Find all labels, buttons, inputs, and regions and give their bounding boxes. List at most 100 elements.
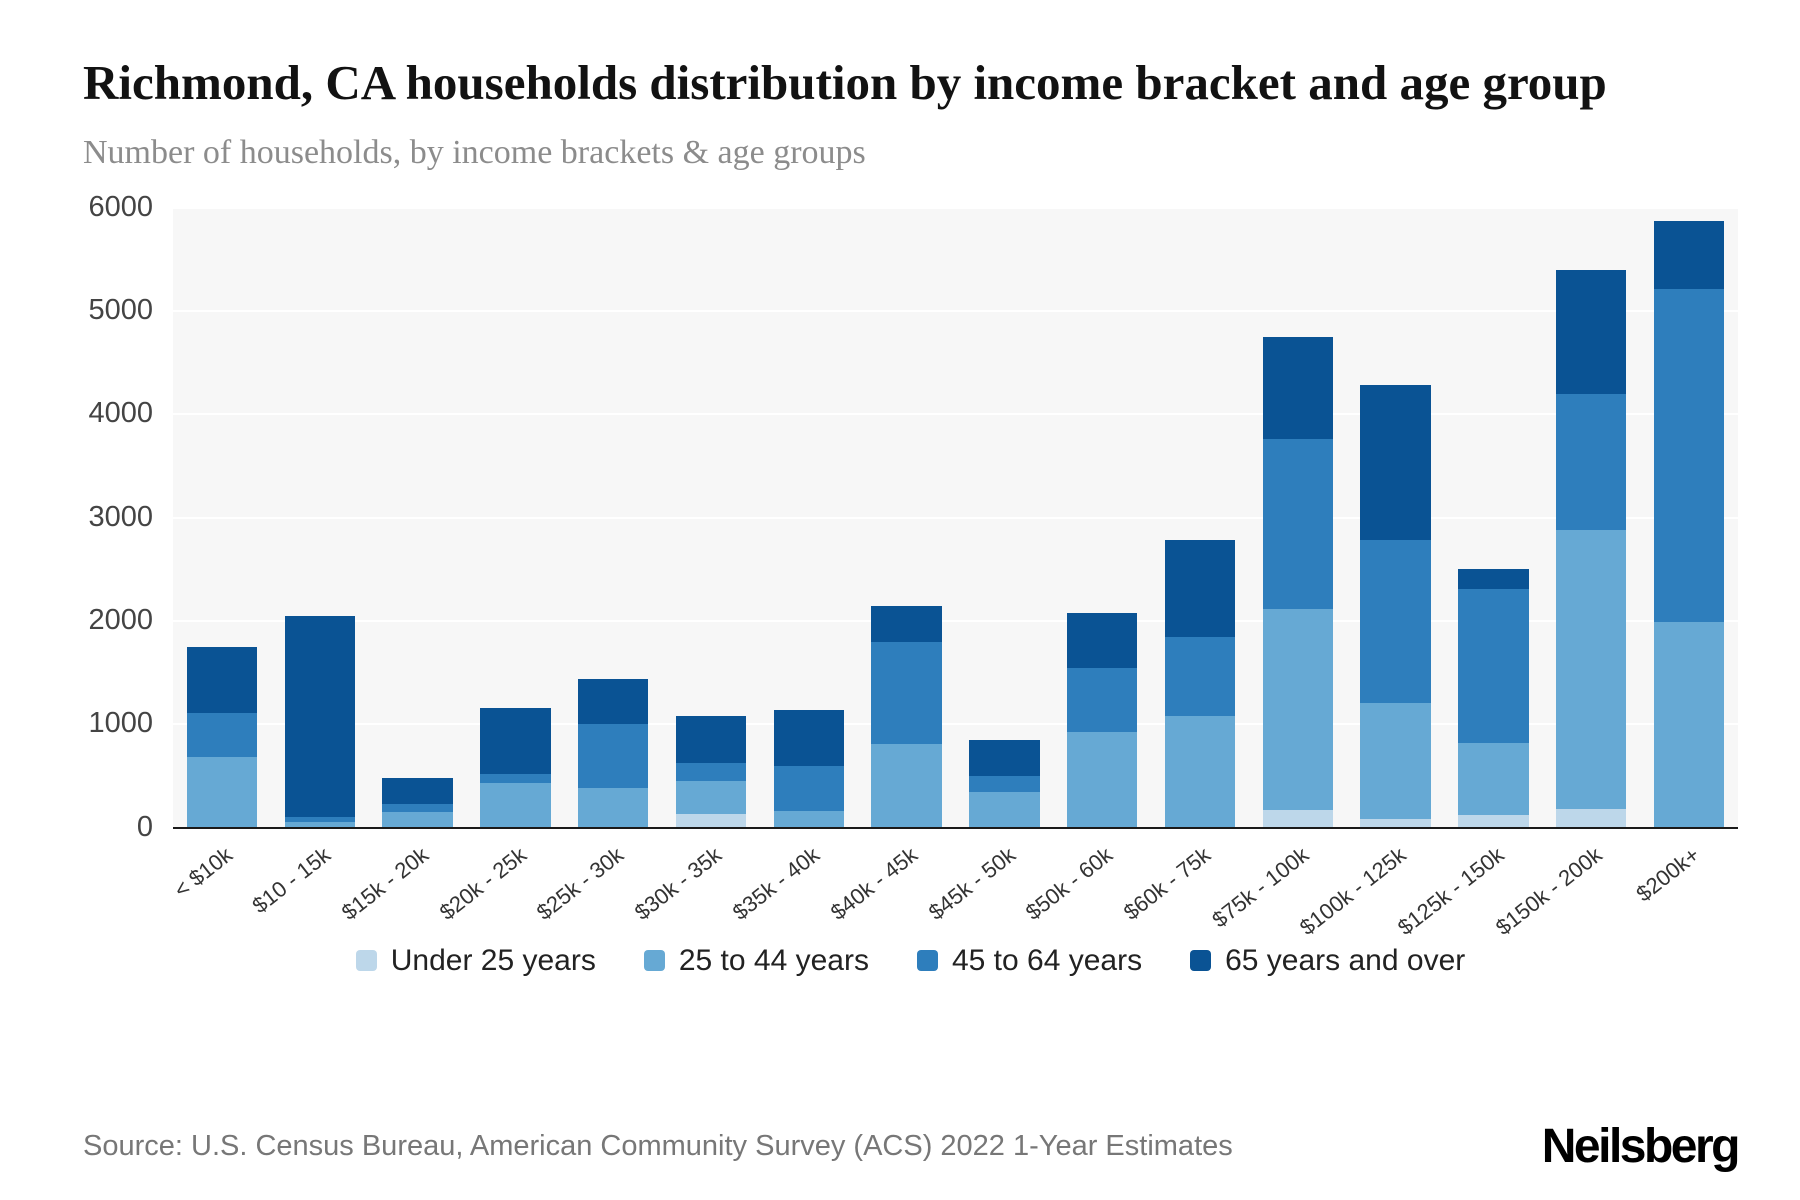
bar-segment[interactable] xyxy=(480,707,551,775)
bar-segment[interactable] xyxy=(1067,731,1138,828)
gridline xyxy=(173,206,1738,209)
chart-footer: Source: U.S. Census Bureau, American Com… xyxy=(83,1119,1741,1174)
bar-segment[interactable] xyxy=(1067,612,1138,668)
bar-stack xyxy=(382,208,453,828)
bar-segment[interactable] xyxy=(773,765,844,812)
x-tick-label: $150k - 200k xyxy=(1491,841,1607,940)
bar-segment[interactable] xyxy=(577,788,649,828)
bar-segment[interactable] xyxy=(480,783,551,828)
bar-segment[interactable] xyxy=(1458,569,1529,590)
bar-segment[interactable] xyxy=(1164,540,1236,637)
bar-segment[interactable] xyxy=(1262,608,1334,811)
bar-stack xyxy=(675,208,747,828)
bar-segment[interactable] xyxy=(1262,439,1334,609)
bar-segment[interactable] xyxy=(1164,716,1236,828)
bar-segment[interactable] xyxy=(382,803,453,813)
y-tick-label: 0 xyxy=(136,810,153,843)
legend-label: 45 to 64 years xyxy=(951,943,1143,977)
x-tick-label: $15k - 20k xyxy=(336,841,433,925)
bar-column xyxy=(1053,208,1151,828)
bar-segment[interactable] xyxy=(675,814,747,828)
bar-segment[interactable] xyxy=(1360,385,1431,541)
bar-segment[interactable] xyxy=(773,811,844,828)
gridline xyxy=(173,516,1738,519)
legend-label: 25 to 44 years xyxy=(678,943,869,977)
bar-segment[interactable] xyxy=(186,646,258,714)
bar-column xyxy=(760,208,858,828)
bar-segment[interactable] xyxy=(1653,221,1725,290)
bar-segment[interactable] xyxy=(773,709,844,766)
x-tick-label: $25k - 30k xyxy=(532,841,629,925)
bar-segment[interactable] xyxy=(969,776,1040,792)
x-tick-label: $10 - 15k xyxy=(247,841,336,918)
y-tick-label: 4000 xyxy=(88,397,153,430)
legend-item[interactable]: 65 years and over xyxy=(1190,944,1465,978)
bar-segment[interactable] xyxy=(1556,530,1627,810)
bar-segment[interactable] xyxy=(1164,636,1236,717)
y-tick-label: 1000 xyxy=(88,707,153,740)
bar-column xyxy=(271,208,369,828)
bar-stack xyxy=(480,208,551,828)
bar-segment[interactable] xyxy=(577,724,649,789)
bar-segment[interactable] xyxy=(969,791,1040,828)
x-axis-line xyxy=(173,826,1738,829)
bar-column xyxy=(564,208,662,828)
bar-segment[interactable] xyxy=(1360,819,1431,828)
y-tick-label: 6000 xyxy=(88,190,153,223)
legend-swatch-icon xyxy=(916,950,938,972)
bar-segment[interactable] xyxy=(1556,809,1627,828)
bar-segment[interactable] xyxy=(675,762,747,782)
legend-swatch-icon xyxy=(1190,950,1212,972)
bar-segment[interactable] xyxy=(1653,289,1725,623)
bar-column xyxy=(369,208,467,828)
bar-segment[interactable] xyxy=(284,817,355,822)
bar-stack xyxy=(1458,208,1529,828)
bar-segment[interactable] xyxy=(577,678,649,725)
bar-segment[interactable] xyxy=(1262,810,1334,828)
bar-segment[interactable] xyxy=(480,774,551,784)
x-tick-label: $50k - 60k xyxy=(1021,841,1118,925)
bar-segment[interactable] xyxy=(1458,743,1529,816)
bar-segment[interactable] xyxy=(382,812,453,828)
bar-column xyxy=(662,208,760,828)
bar-segment[interactable] xyxy=(1458,815,1529,828)
bar-segment[interactable] xyxy=(1556,269,1627,394)
bar-segment[interactable] xyxy=(871,605,942,642)
bar-segment[interactable] xyxy=(1458,589,1529,744)
bar-segment[interactable] xyxy=(675,716,747,763)
bar-segment[interactable] xyxy=(1067,667,1138,732)
bar-segment[interactable] xyxy=(1653,622,1725,828)
bar-segment[interactable] xyxy=(1360,702,1431,820)
bar-segment[interactable] xyxy=(969,739,1040,777)
bar-segment[interactable] xyxy=(675,781,747,815)
bar-segment[interactable] xyxy=(1360,540,1431,703)
gridline xyxy=(173,413,1738,416)
legend-label: Under 25 years xyxy=(390,943,596,977)
legend-item[interactable]: 45 to 64 years xyxy=(916,943,1143,978)
legend-item[interactable]: 25 to 44 years xyxy=(643,943,869,978)
x-tick-label: $35k - 40k xyxy=(727,841,825,925)
bar-segment[interactable] xyxy=(1262,336,1334,440)
bar-stack xyxy=(1556,208,1627,828)
gridline xyxy=(173,620,1738,623)
legend-item[interactable]: Under 25 years xyxy=(355,943,596,978)
bar-stack xyxy=(284,208,355,828)
bar-segment[interactable] xyxy=(284,821,355,828)
bar-stack xyxy=(1067,208,1138,828)
bar-segment[interactable] xyxy=(871,641,942,745)
gridline xyxy=(173,723,1738,726)
y-axis-labels: 0 1000 2000 3000 4000 5000 6000 xyxy=(83,191,153,843)
x-tick-label: $125k - 150k xyxy=(1393,841,1509,940)
bar-segment[interactable] xyxy=(186,713,258,758)
x-tick-label: $60k - 75k xyxy=(1119,841,1216,925)
bar-column xyxy=(1151,208,1249,828)
stacked-bar-chart: 0 1000 2000 3000 4000 5000 6000 < $10k $10 - 15… xyxy=(83,191,1738,940)
x-tick-label: $100k - 125k xyxy=(1295,841,1412,940)
bar-segment[interactable] xyxy=(1556,393,1627,531)
bar-segment[interactable] xyxy=(186,757,258,828)
bar-segment[interactable] xyxy=(284,615,355,818)
bar-segment[interactable] xyxy=(382,778,453,804)
bar-segment[interactable] xyxy=(871,744,942,828)
chart-subtitle: Number of households, by income brackets… xyxy=(83,133,866,171)
